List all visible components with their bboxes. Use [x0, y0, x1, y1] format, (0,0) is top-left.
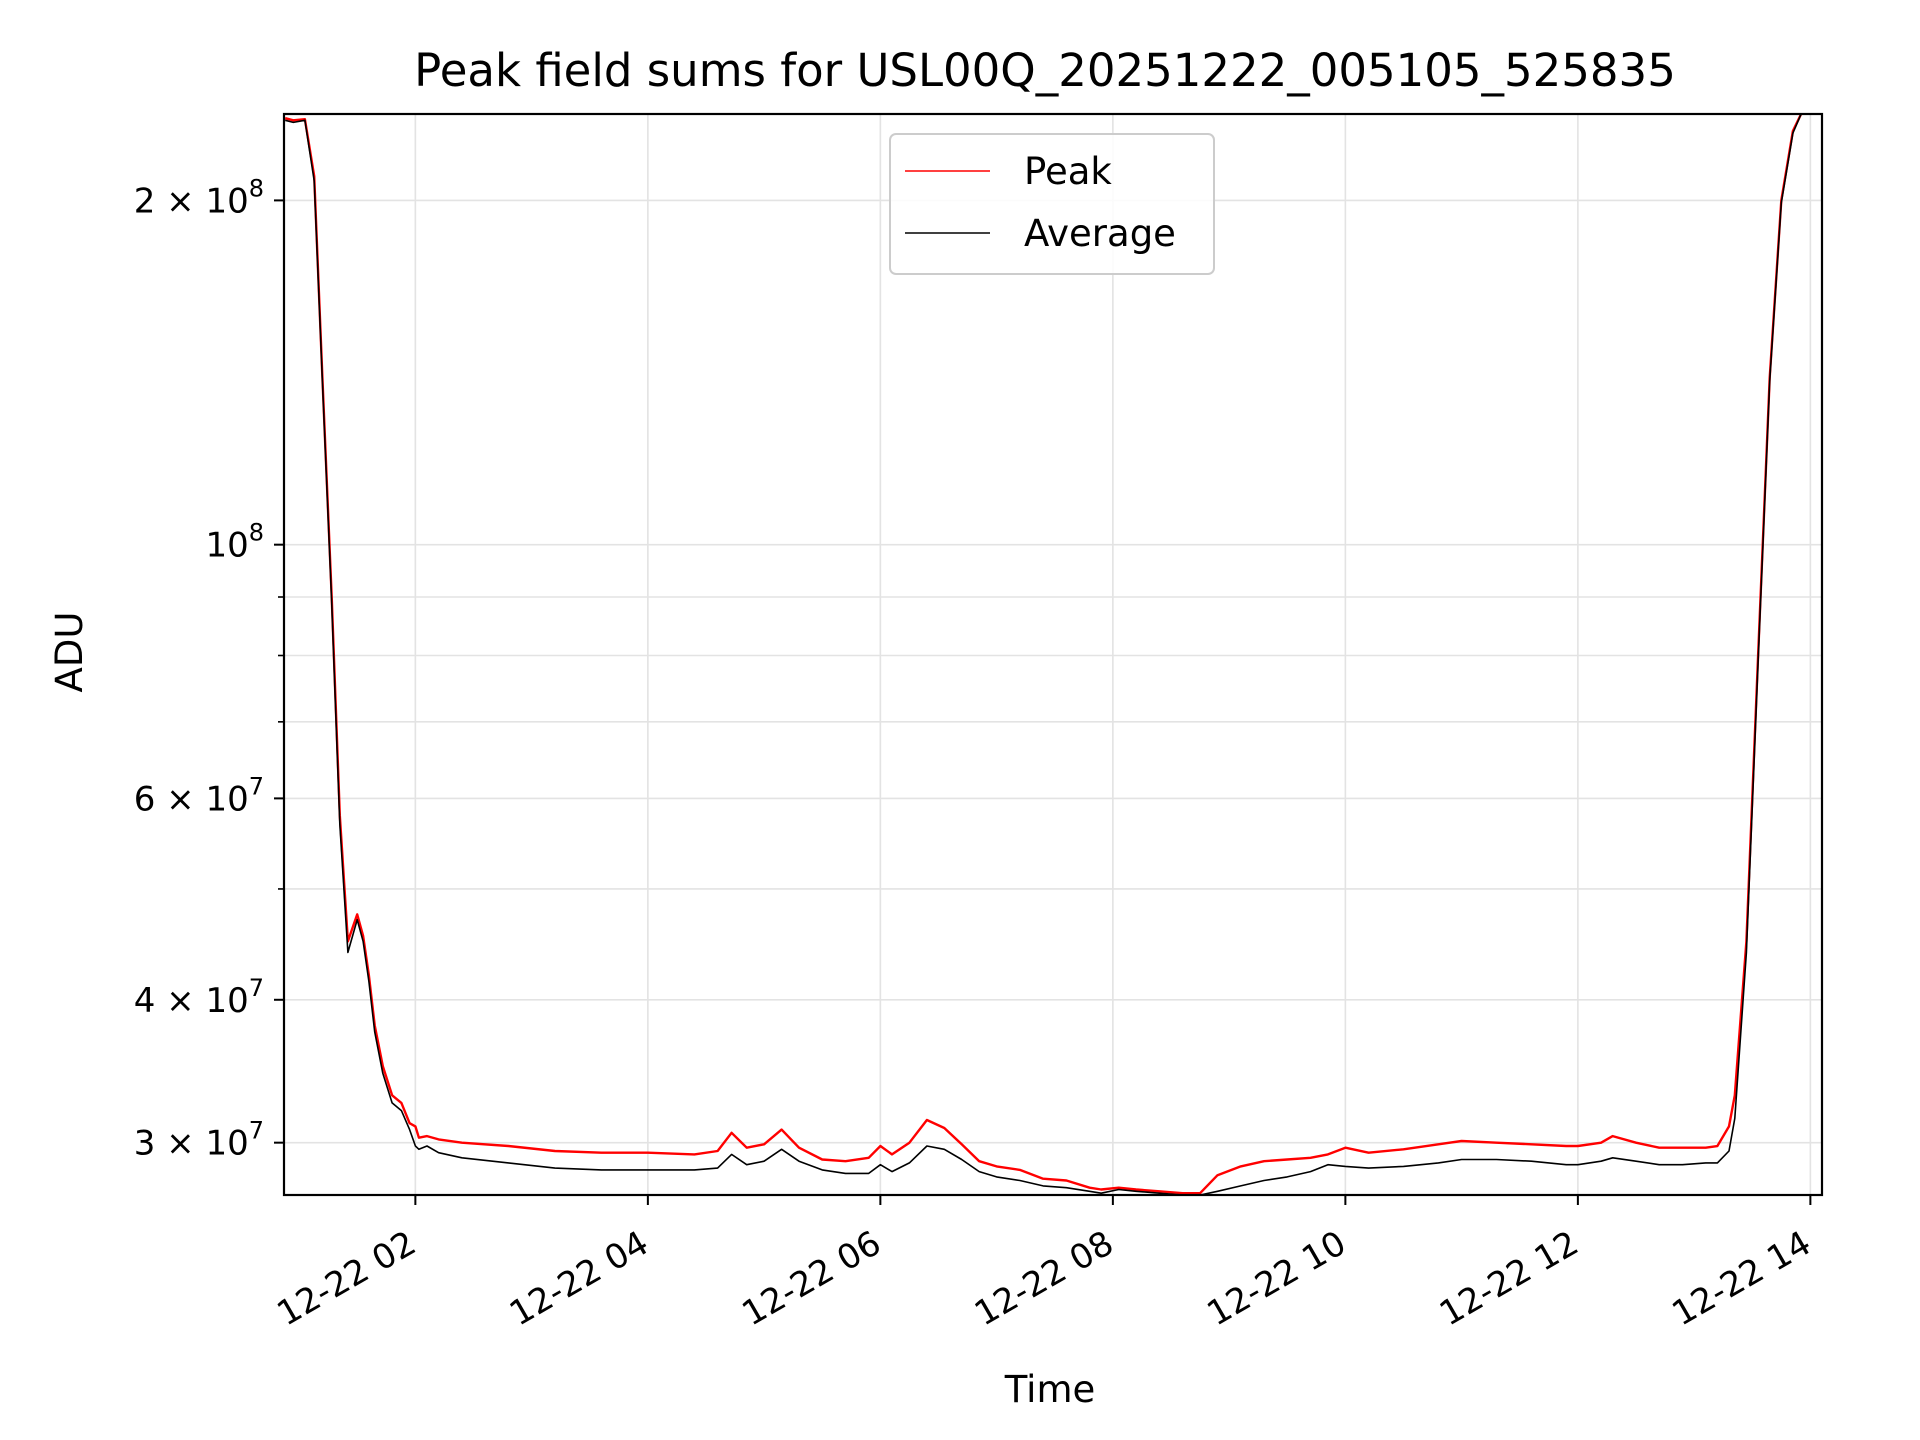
- legend-average-label: Average: [1024, 212, 1176, 255]
- x-axis-label: Time: [1004, 1368, 1096, 1411]
- series-layer: [284, 114, 1803, 1195]
- legend-box: [889, 133, 1215, 275]
- y-tick-label: 3 × 107: [134, 1117, 264, 1164]
- series-line-peak: [284, 114, 1803, 1195]
- chart-title: Peak field sums for USL00Q_20251222_0051…: [414, 44, 1676, 97]
- legend-peak-label: Peak: [1024, 150, 1112, 193]
- plot-area: [284, 114, 1822, 1195]
- legend: Peak Average: [889, 133, 1215, 275]
- y-tick-label: 2 × 108: [134, 174, 264, 221]
- axes-frame: [282, 112, 1824, 1197]
- series-line-average: [284, 114, 1802, 1195]
- y-axis-label: ADU: [48, 612, 91, 693]
- y-tick-label: 4 × 107: [134, 974, 264, 1021]
- grid: [284, 114, 1822, 1195]
- y-tick-label: 6 × 107: [134, 772, 264, 819]
